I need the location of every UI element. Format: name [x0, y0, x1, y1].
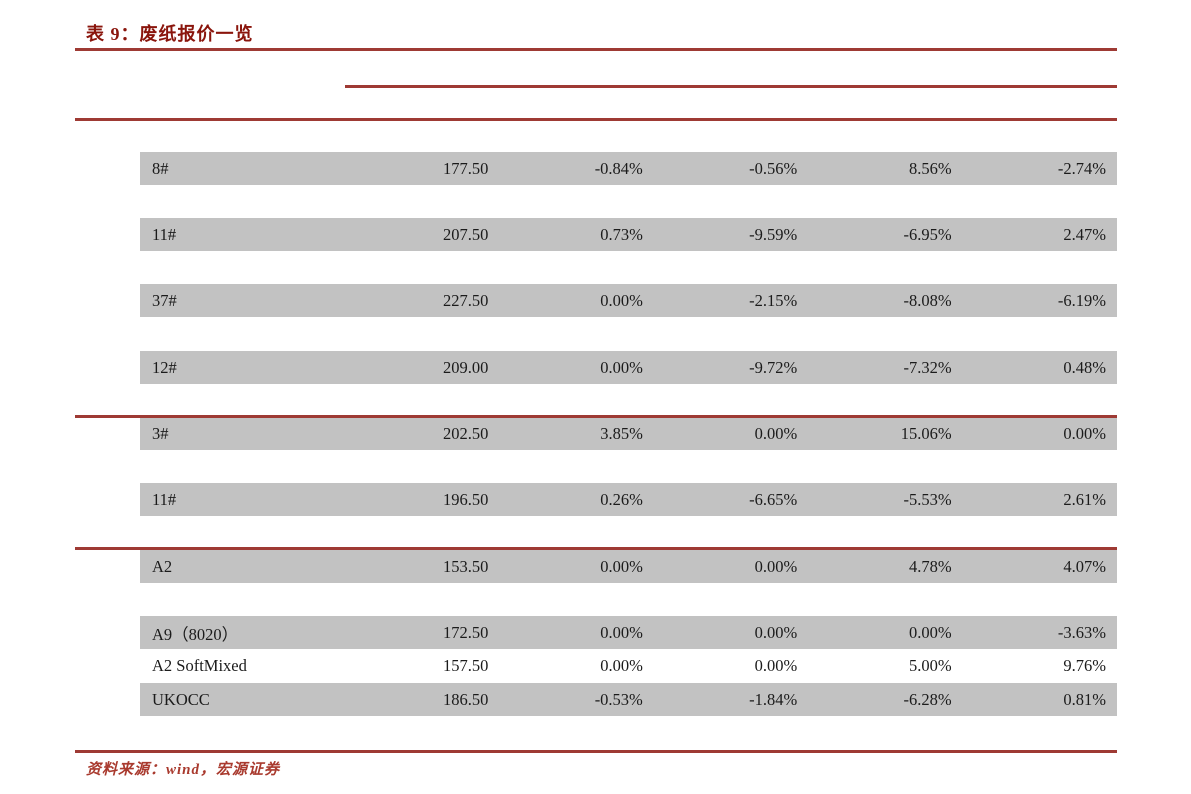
price-cell: 177.50	[443, 158, 489, 178]
table-row: 37# 227.50 0.00% -2.15% -8.08% -6.19%	[140, 284, 1117, 317]
row-label: UKOCC	[152, 689, 210, 709]
change-cell: 2.47%	[1063, 224, 1107, 244]
change-cell: 0.00%	[600, 357, 643, 377]
title-underline-rule	[75, 48, 1117, 51]
change-cell: 0.48%	[1063, 357, 1107, 377]
price-cell: 202.50	[443, 423, 489, 443]
change-cell: 9.76%	[1063, 655, 1107, 675]
change-cell: -2.15%	[749, 290, 798, 310]
change-cell: -6.95%	[903, 224, 952, 244]
change-cell: -5.53%	[903, 489, 952, 509]
change-cell: 0.00%	[754, 622, 798, 642]
row-label: A2 SoftMixed	[152, 655, 247, 675]
change-cell: -6.65%	[749, 489, 798, 509]
change-cell: 4.78%	[909, 556, 952, 576]
price-cell: 207.50	[443, 224, 489, 244]
row-label: 8#	[152, 158, 169, 178]
price-cell: 209.00	[443, 357, 489, 377]
row-label: A9（8020）	[152, 624, 239, 644]
change-cell: -8.08%	[903, 290, 952, 310]
price-cell: 157.50	[443, 655, 489, 675]
row-label: 11#	[152, 224, 177, 244]
row-label: 3#	[152, 423, 169, 443]
change-cell: 15.06%	[900, 423, 952, 443]
change-cell: -1.84%	[749, 689, 798, 709]
change-cell: 5.00%	[909, 655, 952, 675]
change-cell: 0.00%	[909, 622, 952, 642]
price-cell: 153.50	[443, 556, 489, 576]
change-cell: 0.00%	[754, 556, 798, 576]
change-cell: 8.56%	[909, 158, 952, 178]
table-row: A9（8020） 172.50 0.00% 0.00% 0.00% -3.63%	[140, 616, 1117, 649]
change-cell: 3.85%	[600, 423, 643, 443]
change-cell: 0.00%	[1063, 423, 1107, 443]
row-label: 12#	[152, 357, 177, 377]
table-row: 8# 177.50 -0.84% -0.56% 8.56% -2.74%	[140, 152, 1117, 185]
data-source-note: 资料来源：wind，宏源证券	[86, 762, 281, 778]
change-cell: -3.63%	[1057, 622, 1107, 642]
change-cell: 0.81%	[1063, 689, 1107, 709]
price-cell: 227.50	[443, 290, 489, 310]
change-cell: 0.00%	[600, 655, 643, 675]
change-cell: 2.61%	[1063, 489, 1107, 509]
section-divider-rule	[75, 547, 1117, 550]
header-bottom-rule	[75, 118, 1117, 121]
change-cell: -0.84%	[594, 158, 643, 178]
change-cell: -9.59%	[749, 224, 798, 244]
price-cell: 172.50	[443, 622, 489, 642]
table-row: 3# 202.50 3.85% 0.00% 15.06% 0.00%	[140, 417, 1117, 450]
change-cell: 0.00%	[600, 556, 643, 576]
table-row: A2 SoftMixed 157.50 0.00% 0.00% 5.00% 9.…	[140, 649, 1117, 682]
change-cell: 0.00%	[754, 655, 798, 675]
change-cell: -0.53%	[594, 689, 643, 709]
column-header-top-rule	[345, 85, 1117, 88]
change-cell: 0.00%	[600, 622, 643, 642]
change-cell: 0.26%	[600, 489, 643, 509]
row-label: 11#	[152, 489, 177, 509]
row-label: 37#	[152, 290, 177, 310]
change-cell: -2.74%	[1057, 158, 1107, 178]
price-cell: 196.50	[443, 489, 489, 509]
section-divider-rule	[75, 415, 1117, 418]
change-cell: -9.72%	[749, 357, 798, 377]
price-cell: 186.50	[443, 689, 489, 709]
table-row: UKOCC 186.50 -0.53% -1.84% -6.28% 0.81%	[140, 683, 1117, 716]
change-cell: -7.32%	[903, 357, 952, 377]
change-cell: 0.00%	[754, 423, 798, 443]
table-row: 12# 209.00 0.00% -9.72% -7.32% 0.48%	[140, 351, 1117, 384]
table-row: 11# 207.50 0.73% -9.59% -6.95% 2.47%	[140, 218, 1117, 251]
change-cell: 0.73%	[600, 224, 643, 244]
change-cell: -0.56%	[749, 158, 798, 178]
table-row: 11# 196.50 0.26% -6.65% -5.53% 2.61%	[140, 483, 1117, 516]
table-row: A2 153.50 0.00% 0.00% 4.78% 4.07%	[140, 550, 1117, 583]
table-title: 表 9：废纸报价一览	[86, 24, 254, 44]
change-cell: -6.28%	[903, 689, 952, 709]
change-cell: 4.07%	[1063, 556, 1107, 576]
footer-rule	[75, 750, 1117, 753]
change-cell: 0.00%	[600, 290, 643, 310]
row-label: A2	[152, 556, 173, 576]
change-cell: -6.19%	[1057, 290, 1107, 310]
